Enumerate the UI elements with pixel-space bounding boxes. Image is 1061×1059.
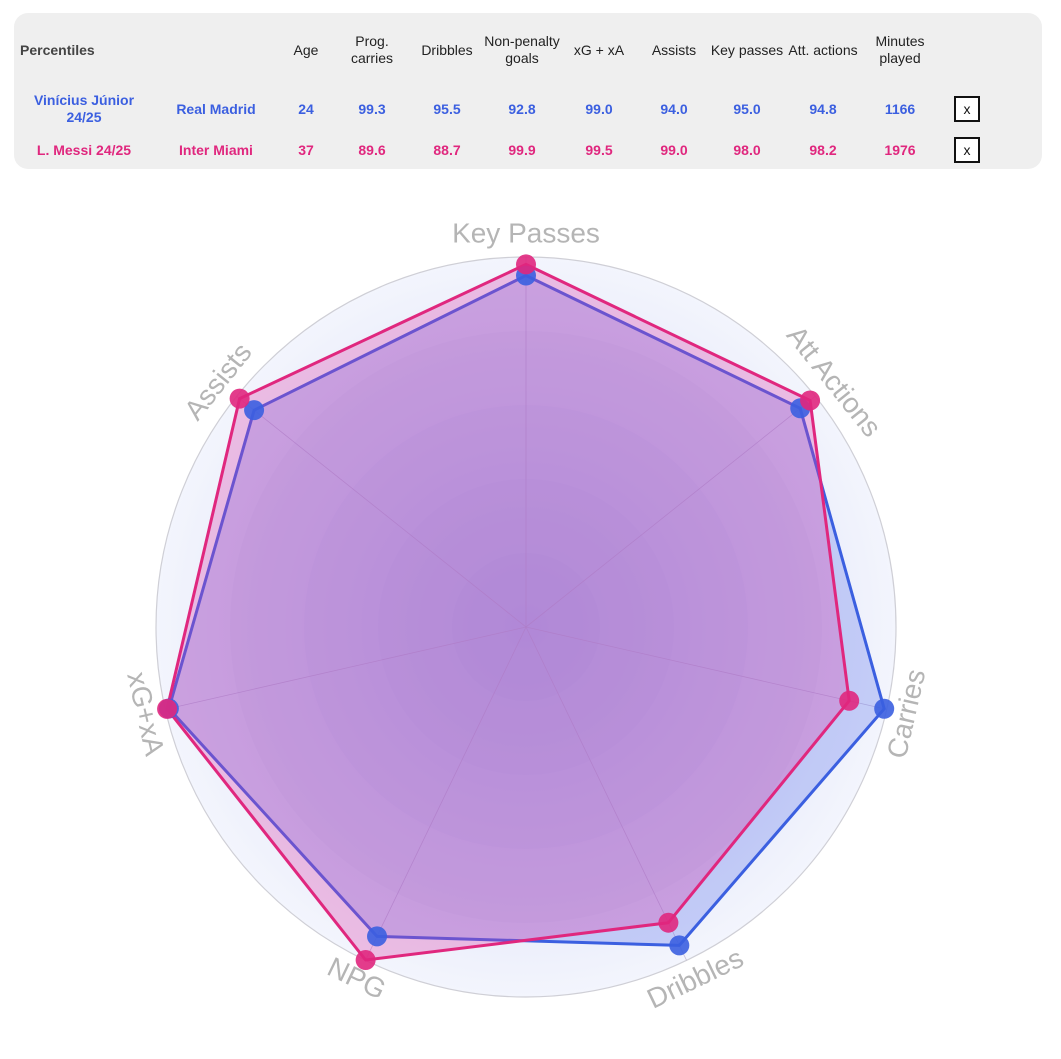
data-point bbox=[800, 390, 821, 411]
club-name: Real Madrid bbox=[176, 100, 256, 117]
header-key-passes: Key passes bbox=[710, 41, 784, 58]
remove-player-button[interactable]: x bbox=[954, 96, 980, 122]
data-point bbox=[874, 698, 895, 719]
stat-att-actions: 94.8 bbox=[809, 100, 837, 117]
stat-age: 37 bbox=[298, 141, 314, 158]
data-point bbox=[367, 926, 388, 947]
header-age: Age bbox=[293, 41, 319, 58]
club-name: Inter Miami bbox=[179, 141, 253, 158]
data-point bbox=[516, 254, 536, 275]
stat-key-passes: 95.0 bbox=[733, 100, 761, 117]
stat-key-passes: 98.0 bbox=[733, 141, 761, 158]
stat-minutes: 1166 bbox=[884, 100, 916, 117]
stat-age: 24 bbox=[298, 100, 314, 117]
data-point bbox=[355, 950, 376, 971]
stat-dribbles: 95.5 bbox=[433, 100, 461, 117]
header-xg-xa: xG + xA bbox=[573, 41, 625, 58]
stat-prog-carries: 89.6 bbox=[358, 141, 386, 158]
stat-xg-xa: 99.5 bbox=[585, 141, 613, 158]
remove-player-button[interactable]: x bbox=[954, 137, 980, 163]
data-point bbox=[669, 935, 690, 956]
header-minutes: Minutes played bbox=[875, 33, 925, 66]
header-percentiles: Percentiles bbox=[20, 41, 95, 58]
stat-assists: 99.0 bbox=[660, 141, 688, 158]
axis-label: Key Passes bbox=[452, 217, 600, 248]
data-point bbox=[658, 912, 679, 933]
stat-minutes: 1976 bbox=[884, 141, 916, 158]
radar-spoke bbox=[165, 626, 527, 710]
series-area bbox=[165, 262, 851, 962]
header-att-actions: Att. actions bbox=[788, 41, 858, 58]
radar-spoke bbox=[525, 626, 887, 710]
radar-spoke bbox=[365, 626, 527, 961]
radar-spoke bbox=[525, 626, 687, 961]
radar-spoke bbox=[525, 395, 816, 628]
data-point bbox=[244, 400, 265, 421]
header-dribbles: Dribbles bbox=[421, 41, 473, 58]
stat-att-actions: 98.2 bbox=[809, 141, 837, 158]
stats-table: Percentiles Age Prog. carries Dribbles N… bbox=[14, 13, 1042, 169]
header-np-goals: Non-penalty goals bbox=[484, 33, 560, 66]
stat-dribbles: 88.7 bbox=[433, 141, 461, 158]
data-point bbox=[839, 690, 860, 711]
header-prog-carries: Prog. carries bbox=[350, 33, 393, 66]
player-name: Vinícius Júnior 24/25 bbox=[33, 92, 135, 125]
stat-np-goals: 99.9 bbox=[508, 141, 536, 158]
stat-assists: 94.0 bbox=[660, 100, 688, 117]
radar-spoke bbox=[236, 395, 527, 628]
data-point bbox=[157, 698, 178, 719]
data-point bbox=[229, 388, 250, 409]
stat-xg-xa: 99.0 bbox=[585, 100, 613, 117]
stat-prog-carries: 99.3 bbox=[358, 100, 386, 117]
stat-np-goals: 92.8 bbox=[508, 100, 536, 117]
header-assists: Assists bbox=[651, 41, 697, 58]
player-name: L. Messi 24/25 bbox=[36, 141, 132, 158]
